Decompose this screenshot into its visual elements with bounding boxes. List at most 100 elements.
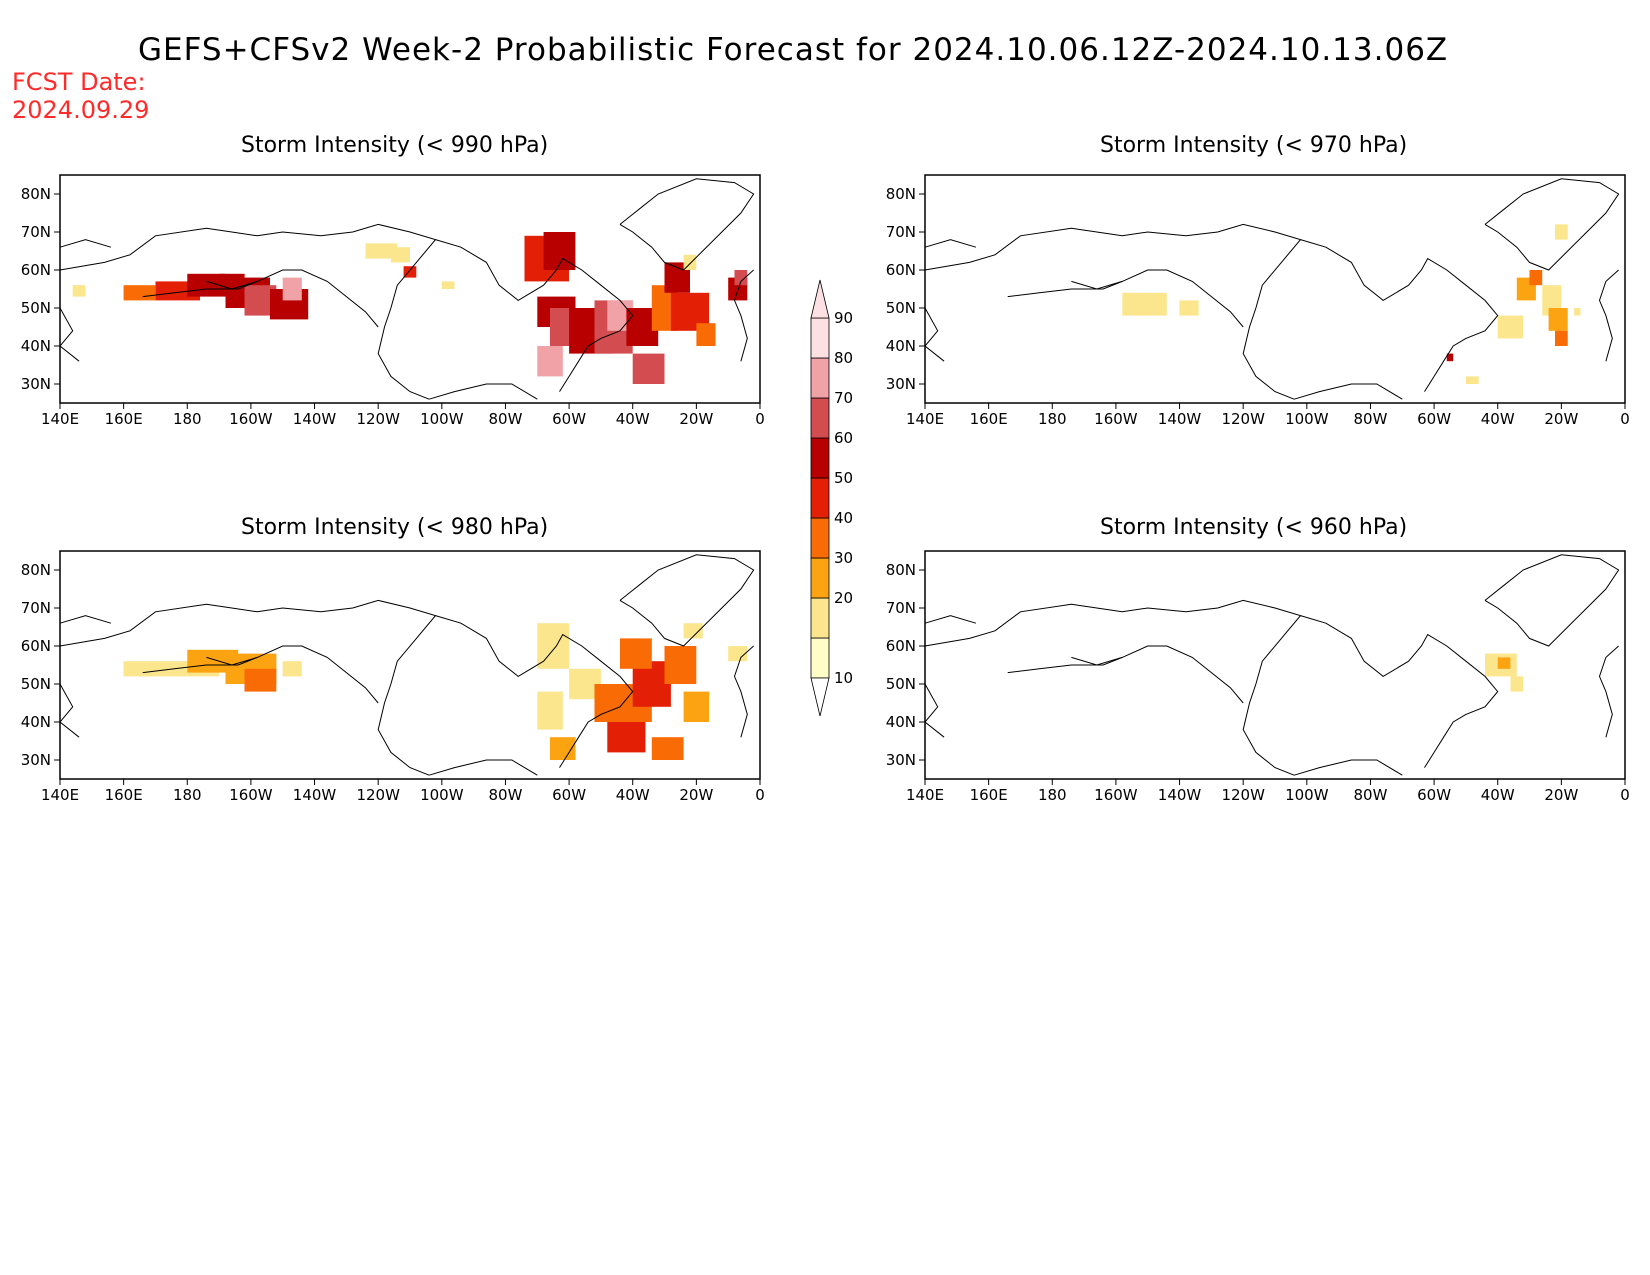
lon-tick-label: 120W	[1221, 410, 1265, 428]
probability-patch	[1529, 270, 1543, 286]
lon-tick-label: 80W	[488, 410, 522, 428]
colorbar-label: 30	[834, 549, 853, 567]
lon-tick-label: 40W	[616, 410, 650, 428]
coastline	[924, 599, 1302, 776]
lon-tick-label: 40W	[1481, 410, 1515, 428]
probability-patch	[1497, 657, 1511, 669]
coastline	[428, 759, 538, 776]
coastline	[924, 239, 977, 248]
lat-tick-label: 80N	[21, 185, 51, 203]
colorbar-swatch	[810, 477, 830, 519]
lon-tick-label: 120W	[356, 410, 400, 428]
coastline	[428, 383, 538, 400]
probability-patch	[1555, 224, 1568, 240]
coastline	[924, 223, 1302, 400]
coastline	[206, 645, 379, 704]
lat-tick-label: 50N	[21, 299, 51, 317]
colorbar-label: 40	[834, 509, 853, 527]
lon-tick-label: 100W	[420, 786, 464, 804]
probability-patch	[728, 646, 748, 662]
lon-tick-label: 0	[755, 786, 765, 804]
lon-tick-label: 120W	[356, 786, 400, 804]
probability-patch	[1446, 353, 1454, 362]
lon-tick-label: 20W	[679, 410, 713, 428]
coastline	[733, 645, 754, 738]
colorbar-swatch	[810, 557, 830, 599]
lon-tick-label: 60W	[1417, 786, 1451, 804]
coastline	[1484, 178, 1620, 271]
coastline	[1007, 280, 1123, 298]
lat-tick-label: 30N	[21, 751, 51, 769]
probability-patch	[632, 353, 665, 384]
lat-tick-label: 50N	[886, 675, 916, 693]
colorbar-label: 60	[834, 429, 853, 447]
probability-patch	[1555, 330, 1568, 346]
map-panel-960: 80N 70N 60N 50N 40N 30N 140E 160E 180 160W 140W 120…	[886, 550, 1630, 804]
lon-tick-label: 40W	[1481, 786, 1515, 804]
lon-tick-label: 140E	[906, 786, 944, 804]
colorbar-label: 90	[834, 309, 853, 327]
coastline	[59, 599, 437, 776]
forecast-date-label: FCST Date:	[12, 68, 146, 96]
probability-patch	[550, 737, 576, 760]
coastline	[206, 269, 379, 328]
lon-tick-label: 180	[173, 410, 202, 428]
lat-tick-label: 80N	[886, 561, 916, 579]
coastline	[733, 269, 754, 362]
colorbar-label: 10	[834, 669, 853, 687]
coastline	[59, 223, 437, 400]
lon-tick-label: 120W	[1221, 786, 1265, 804]
lon-tick-label: 60W	[552, 410, 586, 428]
lon-tick-label: 180	[1038, 786, 1067, 804]
colorbar-swatch	[810, 357, 830, 399]
probability-patch	[187, 273, 226, 297]
lat-tick-label: 50N	[21, 675, 51, 693]
lon-tick-label: 0	[1620, 786, 1630, 804]
lon-tick-label: 140W	[293, 410, 337, 428]
probability-patch	[1465, 376, 1479, 384]
probability-patch	[537, 346, 563, 377]
lon-tick-label: 80W	[488, 786, 522, 804]
probability-patch	[607, 722, 646, 753]
lon-tick-label: 160W	[229, 786, 273, 804]
lat-tick-label: 60N	[886, 637, 916, 655]
map-panel-980: 80N 70N 60N 50N 40N 30N 140E 160E 180 160W 140W 120…	[21, 550, 765, 804]
probability-patch	[1122, 292, 1167, 316]
lon-tick-label: 60W	[1417, 410, 1451, 428]
lon-tick-label: 160E	[970, 410, 1008, 428]
lon-tick-label: 140W	[293, 786, 337, 804]
lon-tick-label: 140E	[41, 786, 79, 804]
lon-tick-label: 140E	[41, 410, 79, 428]
colorbar-swatch	[810, 437, 830, 479]
lon-tick-label: 160W	[1094, 786, 1138, 804]
lat-tick-label: 30N	[21, 375, 51, 393]
forecast-date: FCST Date: 2024.09.29	[12, 68, 149, 124]
probability-patch	[537, 623, 570, 669]
probability-patch	[441, 281, 455, 289]
lon-tick-label: 140E	[906, 410, 944, 428]
panel-title-990: Storm Intensity (< 990 hPa)	[241, 133, 549, 158]
probability-patch	[683, 691, 710, 722]
colorbar-swatch	[810, 637, 830, 679]
probability-patch	[123, 285, 156, 301]
panel-title-960: Storm Intensity (< 960 hPa)	[1100, 515, 1408, 540]
lon-tick-label: 80W	[1353, 410, 1387, 428]
coastline	[435, 239, 634, 392]
lat-tick-label: 60N	[886, 261, 916, 279]
probability-patch	[219, 273, 245, 289]
coastline	[1598, 269, 1619, 362]
panel-title-970: Storm Intensity (< 970 hPa)	[1100, 133, 1408, 158]
lon-tick-label: 60W	[552, 786, 586, 804]
map-panel-970: 80N 70N 60N 50N 40N 30N 140E 160E 180 160W 140W 120…	[886, 174, 1630, 428]
colorbar-swatch	[810, 317, 830, 359]
lat-tick-label: 50N	[886, 299, 916, 317]
probability-patch	[734, 270, 748, 286]
lat-tick-label: 40N	[886, 713, 916, 731]
forecast-date-value: 2024.09.29	[12, 96, 150, 124]
lon-tick-label: 40W	[616, 786, 650, 804]
lat-tick-label: 60N	[21, 261, 51, 279]
coastline	[1293, 759, 1403, 776]
lat-tick-label: 70N	[21, 223, 51, 241]
probability-patch	[1574, 308, 1581, 316]
